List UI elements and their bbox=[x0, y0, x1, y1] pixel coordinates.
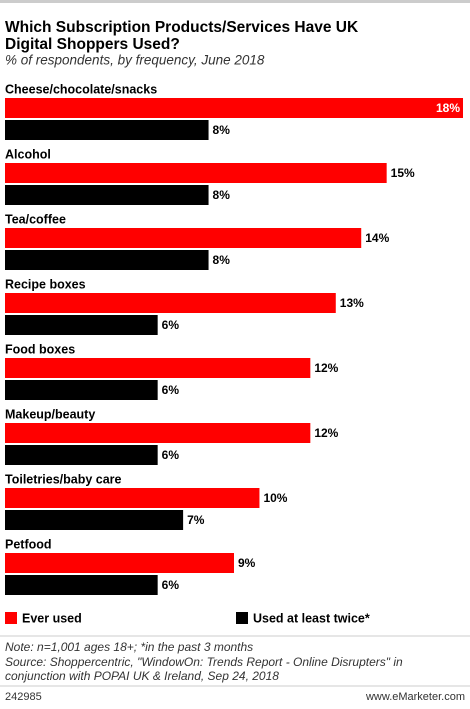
value-label: 9% bbox=[238, 556, 256, 570]
value-label: 8% bbox=[213, 188, 231, 202]
bar bbox=[5, 185, 209, 205]
bar bbox=[5, 358, 311, 378]
value-label: 18% bbox=[436, 101, 460, 115]
top-rule bbox=[0, 0, 470, 3]
bar bbox=[5, 380, 158, 400]
legend-label: Ever used bbox=[22, 611, 82, 625]
bar bbox=[5, 445, 158, 465]
legend-label: Used at least twice* bbox=[253, 611, 370, 625]
value-label: 12% bbox=[314, 426, 338, 440]
value-label: 12% bbox=[314, 361, 338, 375]
category-label: Makeup/beauty bbox=[5, 407, 95, 421]
bar bbox=[5, 315, 158, 335]
category-label: Petfood bbox=[5, 537, 52, 551]
value-label: 10% bbox=[263, 491, 287, 505]
value-label: 6% bbox=[162, 448, 180, 462]
bar bbox=[5, 488, 260, 508]
chart-id: 242985 bbox=[5, 691, 42, 703]
value-label: 13% bbox=[340, 296, 364, 310]
bar bbox=[5, 423, 311, 443]
bar bbox=[5, 575, 158, 595]
chart-title: Which Subscription Products/Services Hav… bbox=[5, 19, 359, 53]
legend-swatch bbox=[5, 612, 17, 624]
value-label: 6% bbox=[162, 383, 180, 397]
bar bbox=[5, 163, 387, 183]
brand: www.eMarketer.com bbox=[365, 691, 465, 703]
legend-swatch bbox=[236, 612, 248, 624]
bar bbox=[5, 510, 184, 530]
chart-subtitle: % of respondents, by frequency, June 201… bbox=[5, 53, 265, 68]
value-label: 14% bbox=[365, 231, 389, 245]
category-label: Alcohol bbox=[5, 147, 51, 161]
bar bbox=[5, 293, 336, 313]
category-label: Toiletries/baby care bbox=[5, 472, 122, 486]
source: conjunction with POPAI UK & Ireland, Sep… bbox=[5, 669, 279, 683]
category-label: Food boxes bbox=[5, 342, 75, 356]
note: Note: n=1,001 ages 18+; *in the past 3 m… bbox=[5, 640, 253, 654]
bar bbox=[5, 250, 209, 270]
value-label: 6% bbox=[162, 578, 180, 592]
value-label: 8% bbox=[213, 123, 231, 137]
source: Source: Shoppercentric, "WindowOn: Trend… bbox=[5, 655, 403, 669]
category-label: Recipe boxes bbox=[5, 277, 86, 291]
category-label: Cheese/chocolate/snacks bbox=[5, 82, 157, 96]
bar bbox=[5, 553, 234, 573]
value-label: 8% bbox=[213, 253, 231, 267]
value-label: 6% bbox=[162, 318, 180, 332]
bar bbox=[5, 228, 362, 248]
bar bbox=[5, 98, 463, 118]
category-label: Tea/coffee bbox=[5, 212, 66, 226]
value-label: 15% bbox=[391, 166, 415, 180]
value-label: 7% bbox=[187, 513, 205, 527]
bar bbox=[5, 120, 209, 140]
